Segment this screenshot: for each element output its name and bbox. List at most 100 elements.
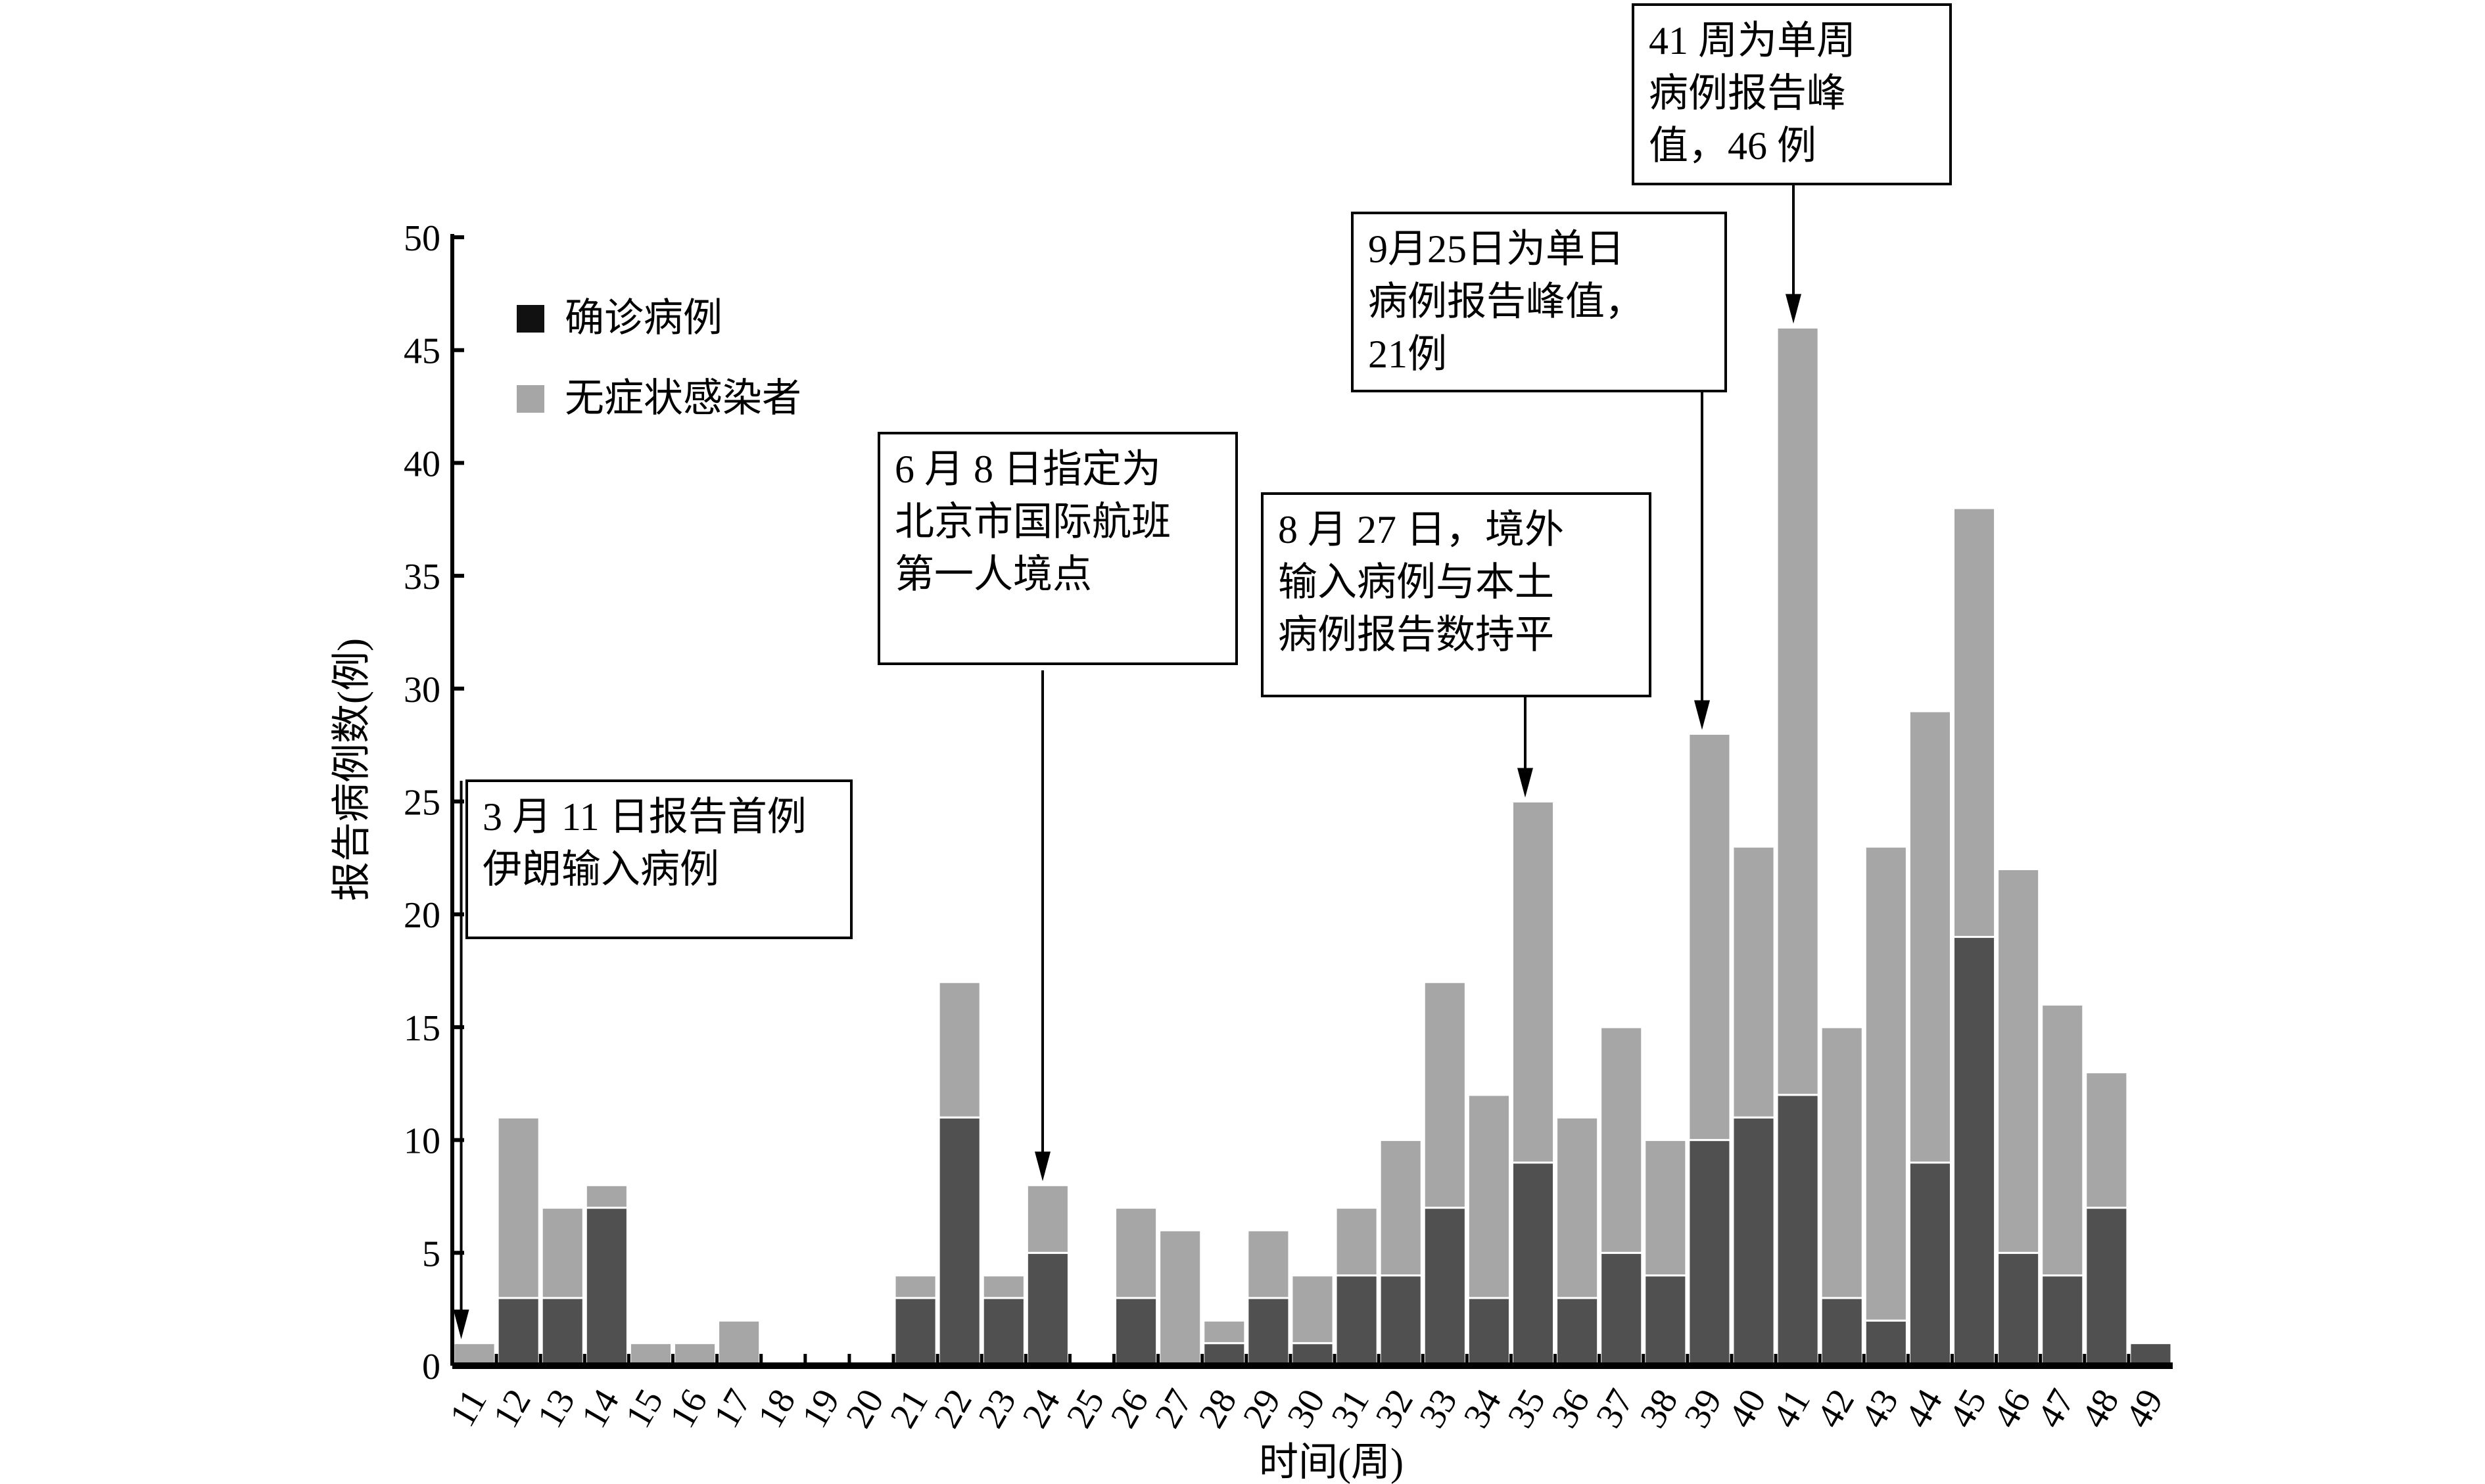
x-tick-label: 39: [1676, 1383, 1730, 1435]
x-tick-label: 15: [618, 1383, 672, 1435]
x-tick-label: 12: [485, 1383, 539, 1435]
annotation-box: [878, 432, 1238, 665]
annotation-text: 病例报告峰值，: [1368, 280, 1644, 323]
x-tick-label: 27: [1147, 1383, 1201, 1435]
arrowhead-icon: [1786, 294, 1801, 324]
x-tick-label: 29: [1235, 1383, 1289, 1435]
bar-asymptomatic: [1997, 868, 2041, 1254]
annotation-box: [1261, 492, 1651, 697]
x-tick-label: 44: [1897, 1383, 1951, 1435]
annotation-box: [465, 779, 853, 939]
x-tick-label: 48: [2073, 1383, 2127, 1435]
y-tick-label: 30: [404, 670, 440, 710]
x-tick-label: 18: [750, 1383, 804, 1435]
bar-confirmed: [1467, 1297, 1511, 1367]
bars-layer: [452, 326, 2173, 1367]
x-tick-label: 46: [1985, 1383, 2039, 1435]
bar-confirmed: [1202, 1342, 1246, 1367]
x-tick-label: 26: [1103, 1383, 1157, 1435]
bar-confirmed: [2129, 1342, 2173, 1367]
x-tick-label: 42: [1809, 1383, 1862, 1435]
annotation-text: 值，46 例: [1649, 124, 1816, 168]
y-axis-label: 报告病例数(例): [330, 638, 373, 901]
x-tick-label: 41: [1764, 1383, 1818, 1435]
x-tick-label: 37: [1588, 1383, 1642, 1435]
annotation-text: 北京市国际航班: [895, 500, 1171, 544]
bar-confirmed: [1864, 1319, 1908, 1367]
x-tick-label: 25: [1059, 1383, 1113, 1435]
legend-swatch-asymptomatic: [517, 385, 544, 413]
bar-asymptomatic: [1555, 1116, 1599, 1299]
y-tick-label: 15: [404, 1008, 440, 1049]
bar-confirmed: [1599, 1251, 1644, 1367]
x-tick-label: 38: [1632, 1383, 1686, 1435]
arrowhead-icon: [1694, 700, 1710, 730]
bar-confirmed: [937, 1116, 982, 1367]
bar-confirmed: [1555, 1297, 1599, 1367]
bar-confirmed: [1997, 1251, 2041, 1367]
x-tick-label: 47: [2029, 1383, 2083, 1435]
bar-confirmed: [1732, 1116, 1776, 1367]
bar-confirmed: [1246, 1297, 1290, 1367]
annotation-text: 病例报告峰: [1649, 72, 1846, 115]
bar-asymptomatic: [1158, 1229, 1202, 1367]
bar-asymptomatic: [584, 1184, 628, 1209]
x-tick-label: 33: [1411, 1383, 1465, 1435]
bar-confirmed: [1644, 1274, 1688, 1367]
y-tick-label: 5: [422, 1234, 440, 1274]
bar-asymptomatic: [673, 1342, 717, 1367]
bar-confirmed: [1511, 1161, 1555, 1367]
bar-asymptomatic: [540, 1207, 584, 1299]
x-tick-label: 34: [1456, 1383, 1509, 1435]
x-tick-label: 22: [926, 1383, 980, 1435]
annotation-text: 9月25日为单日: [1368, 227, 1624, 271]
bar-asymptomatic: [1908, 710, 1952, 1164]
y-tick-label: 20: [404, 895, 440, 936]
bar-asymptomatic: [1026, 1184, 1070, 1254]
arrowhead-icon: [1035, 1151, 1051, 1182]
annotation-text: 输入病例与本土: [1278, 561, 1554, 604]
bar-confirmed: [1114, 1297, 1158, 1367]
bar-confirmed: [893, 1297, 937, 1367]
bar-asymptomatic: [1114, 1207, 1158, 1299]
y-tick-label: 25: [404, 783, 440, 823]
bar-asymptomatic: [1952, 507, 1997, 939]
annotation-text: 8 月 27 日，境外: [1278, 508, 1564, 551]
annotation-text: 6 月 8 日指定为: [895, 448, 1161, 491]
bar-asymptomatic: [1644, 1139, 1688, 1277]
y-tick-label: 45: [404, 331, 440, 372]
annotation-box: [1632, 3, 1952, 185]
arrowhead-icon: [1517, 768, 1533, 798]
bar-asymptomatic: [1246, 1229, 1290, 1299]
x-tick-label: 11: [442, 1383, 495, 1434]
bar-asymptomatic: [1776, 326, 1820, 1096]
bar-confirmed: [1820, 1297, 1864, 1367]
x-tick-label: 16: [662, 1383, 716, 1435]
x-tick-label: 43: [1853, 1383, 1906, 1435]
y-tick-label: 40: [404, 444, 440, 484]
bar-confirmed: [496, 1297, 540, 1367]
bar-asymptomatic: [452, 1342, 496, 1367]
bar-confirmed: [584, 1207, 628, 1367]
bar-asymptomatic: [1864, 845, 1908, 1322]
annotation-text: 第一人境点: [895, 553, 1092, 596]
bar-confirmed: [1688, 1139, 1732, 1367]
x-tick-label: 17: [706, 1383, 760, 1435]
annotation-text: 41 周为单周: [1649, 19, 1856, 62]
y-tick-label: 0: [422, 1347, 440, 1387]
x-tick-label: 21: [882, 1383, 936, 1435]
x-tick-label: 49: [2118, 1383, 2171, 1435]
x-tick-label: 20: [838, 1383, 892, 1435]
bar-asymptomatic: [1379, 1139, 1423, 1277]
annotation-text: 3 月 11 日报告首例: [483, 795, 807, 839]
x-tick-label: 30: [1279, 1383, 1333, 1435]
x-tick-label: 40: [1720, 1383, 1774, 1435]
y-tick-label: 35: [404, 557, 440, 597]
bar-asymptomatic: [1732, 845, 1776, 1119]
x-tick-label: 36: [1544, 1383, 1598, 1435]
bar-asymptomatic: [1820, 1026, 1864, 1299]
bar-asymptomatic: [1202, 1319, 1246, 1345]
